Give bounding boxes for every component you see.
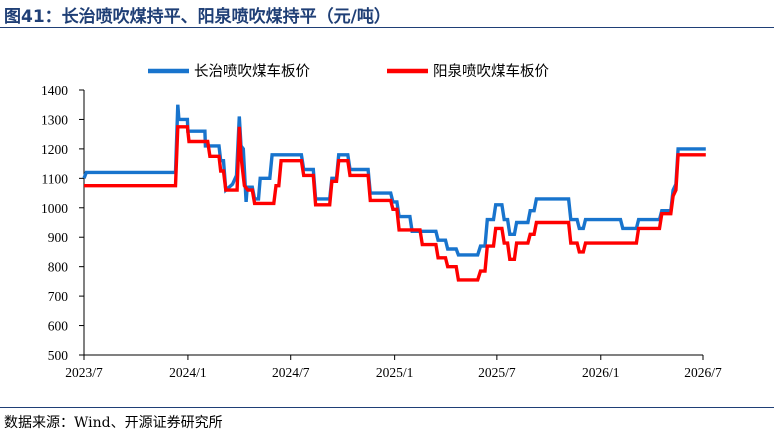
y-tick-label: 1300 bbox=[41, 112, 68, 127]
y-tick-label: 900 bbox=[48, 230, 69, 245]
x-tick-label: 2025/7 bbox=[478, 365, 516, 380]
y-tick-label: 500 bbox=[48, 348, 69, 363]
legend-label-2: 阳泉喷吹煤车板价 bbox=[433, 62, 549, 80]
y-tick-label: 800 bbox=[48, 260, 69, 275]
x-tick-label: 2025/1 bbox=[376, 365, 414, 380]
x-tick-label: 2024/7 bbox=[272, 365, 310, 380]
y-tick-label: 600 bbox=[48, 319, 69, 334]
chart-series bbox=[82, 104, 706, 282]
legend-label-1: 长治喷吹煤车板价 bbox=[194, 62, 310, 80]
x-tick-label: 2023/7 bbox=[65, 365, 103, 380]
y-tick-label: 1200 bbox=[41, 142, 68, 157]
title-underline bbox=[0, 27, 774, 28]
y-tick-label: 700 bbox=[48, 289, 69, 304]
x-tick-label: 2024/1 bbox=[169, 365, 207, 380]
x-tick-label: 2026/7 bbox=[684, 365, 722, 380]
x-tick-label: 2026/1 bbox=[582, 365, 620, 380]
chart-axes: 500 600 700 800 900 1000 1100 1200 1300 1400 2023/… bbox=[41, 83, 722, 380]
source-divider bbox=[0, 407, 774, 408]
y-tick-label: 1000 bbox=[41, 201, 68, 216]
y-tick-label: 1100 bbox=[42, 171, 69, 186]
y-tick-label: 1400 bbox=[41, 83, 68, 98]
data-source-note: 数据来源：Wind、开源证券研究所 bbox=[4, 415, 223, 431]
series-line-2 bbox=[84, 125, 706, 282]
figure-title: 图41：长治喷吹煤持平、阳泉喷吹煤持平（元/吨） bbox=[4, 7, 391, 27]
chart-legend: 长治喷吹煤车板价 阳泉喷吹煤车板价 bbox=[148, 62, 549, 80]
